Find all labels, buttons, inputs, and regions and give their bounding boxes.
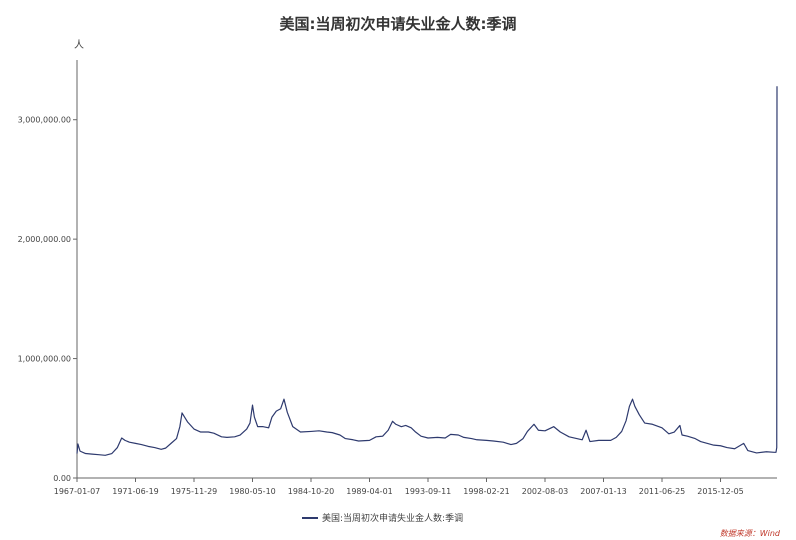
x-tick-label: 1993-09-11 [405, 487, 452, 496]
x-tick-label: 1980-05-10 [229, 487, 276, 496]
series-line [76, 86, 778, 456]
x-tick-label: 1975-11-29 [171, 487, 218, 496]
x-tick-label: 1984-10-20 [288, 487, 335, 496]
chart-title: 美国:当周初次申请失业金人数:季调 [280, 15, 517, 33]
x-tick-label: 2002-08-03 [522, 487, 569, 496]
y-axis-ticks: 0.00 1,000,000.00 2,000,000.00 3,000,000.00 [18, 116, 77, 483]
legend-label: 美国:当周初次申请失业金人数:季调 [322, 512, 463, 524]
x-tick-label: 1998-02-21 [463, 487, 510, 496]
x-tick-label: 2011-06-25 [639, 487, 686, 496]
data-source-note: 数据来源：Wind [720, 529, 781, 538]
x-axis-ticks: 1967-01-07 1971-06-19 1975-11-29 1980-05-10… [54, 478, 744, 496]
x-tick-label: 1967-01-07 [54, 487, 101, 496]
x-tick-label: 2015-12-05 [697, 487, 744, 496]
x-tick-label: 1971-06-19 [112, 487, 159, 496]
legend: 美国:当周初次申请失业金人数:季调 [302, 512, 463, 524]
y-axis-unit: 人 [74, 39, 84, 51]
y-tick-label: 0.00 [53, 474, 71, 483]
y-tick-label: 1,000,000.00 [18, 355, 71, 364]
x-tick-label: 1989-04-01 [346, 487, 393, 496]
x-tick-label: 2007-01-13 [580, 487, 627, 496]
y-tick-label: 3,000,000.00 [18, 116, 71, 125]
y-tick-label: 2,000,000.00 [18, 235, 71, 244]
